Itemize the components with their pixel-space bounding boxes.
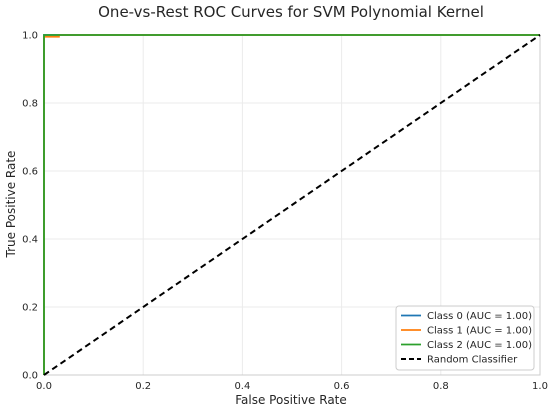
y-tick-label: 0.6: [22, 167, 38, 178]
x-tick-label: 1.0: [532, 381, 548, 392]
x-tick-label: 0.8: [433, 381, 449, 392]
legend-label-2: Class 2 (AUC = 1.00): [427, 340, 532, 351]
x-tick-label: 0.2: [135, 381, 151, 392]
y-tick-label: 0.4: [22, 235, 38, 246]
series-line-2: [43, 34, 540, 375]
x-tick-label: 0.6: [334, 381, 350, 392]
y-tick-label: 0.0: [22, 371, 38, 382]
legend-box: [395, 305, 535, 371]
y-tick-label: 1.0: [22, 31, 38, 42]
legend-label-3: Random Classifier: [427, 355, 518, 366]
y-axis-label: True Positive Rate: [4, 151, 18, 259]
legend: Class 0 (AUC = 1.00) Class 1 (AUC = 1.00)…: [395, 305, 535, 371]
series-line-3: [43, 34, 541, 376]
x-axis-label: False Positive Rate: [235, 393, 347, 407]
grid-lines: [43, 34, 541, 376]
tick-labels: 0.0 0.2 0.4 0.6 0.8 1.0 0.0 0.2 0.4 0.6 0.8 1.0: [22, 31, 548, 393]
chart-title: One-vs-Rest ROC Curves for SVM Polynomia…: [98, 3, 484, 21]
legend-label-0: Class 0 (AUC = 1.00): [427, 311, 532, 322]
y-tick-label: 0.2: [22, 303, 38, 314]
y-tick-label: 0.8: [22, 99, 38, 110]
series-layer: [43, 34, 541, 376]
x-tick-label: 0.4: [234, 381, 250, 392]
x-tick-label: 0.0: [36, 381, 52, 392]
legend-label-1: Class 1 (AUC = 1.00): [427, 326, 532, 337]
